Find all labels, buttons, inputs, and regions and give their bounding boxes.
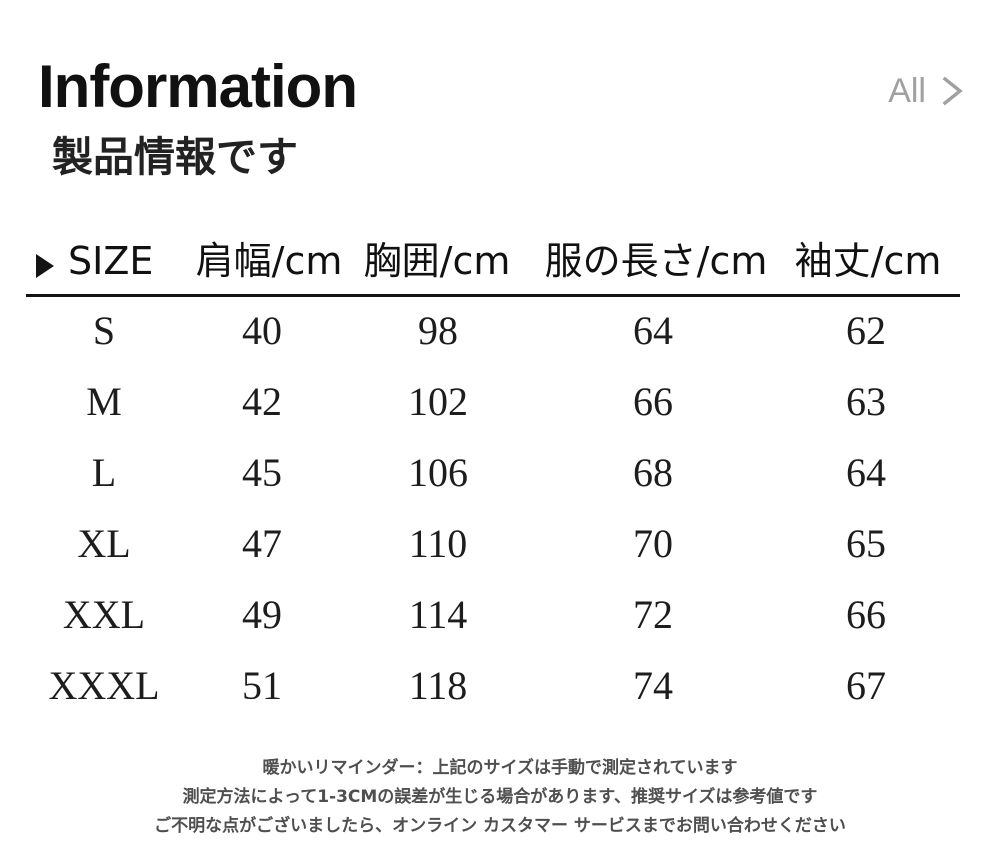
cell-shoulder: 47 [242,521,282,566]
header-divider [26,294,960,297]
chevron-right-icon [940,75,966,107]
note-line: 測定方法によって1-3CMの誤差が生じる場合があります、推奨サイズは参考値です [182,787,818,807]
cell-sleeve: 64 [846,450,886,495]
cell-sleeve: 66 [846,592,886,637]
cell-shoulder: 49 [242,592,282,637]
cell-chest: 102 [408,379,468,424]
cell-length: 66 [633,379,673,424]
measurement-notes: 暖かいリマインダー：上記のサイズは手動で測定されています 測定方法によって1-3… [0,754,1000,841]
cell-length: 72 [633,592,673,637]
size-table-body: S 40 98 64 62 M 42 102 66 63 L 45 106 68… [0,302,1000,728]
cell-length: 68 [633,450,673,495]
page-subtitle: 製品情報です [52,133,298,181]
cell-chest: 114 [408,592,468,637]
cell-sleeve: 65 [846,521,886,566]
cell-sleeve: 67 [846,663,886,708]
cell-chest: 118 [408,663,468,708]
table-row: L 45 106 68 64 [0,444,1000,515]
cell-length: 74 [633,663,673,708]
page-title: Information [38,53,358,120]
cell-shoulder: 40 [242,308,282,353]
cell-sleeve: 62 [846,308,886,353]
cell-sleeve: 63 [846,379,886,424]
column-header-length: 服の長さ/cm [544,239,768,283]
table-row: M 42 102 66 63 [0,373,1000,444]
cell-length: 64 [633,308,673,353]
cell-size: XXL [62,592,146,637]
note-line: ご不明な点がございましたら、オンライン カスタマー サービスまでお問い合わせくだ… [154,816,846,836]
view-all-link[interactable]: All [888,74,966,108]
panel-header: Information 製品情報です All [0,0,1000,200]
cell-shoulder: 51 [242,663,282,708]
cell-shoulder: 45 [242,450,282,495]
cell-chest: 110 [408,521,468,566]
cell-chest: 98 [418,308,458,353]
cell-size: S [92,308,116,353]
table-row: S 40 98 64 62 [0,302,1000,373]
column-header-size: SIZE [68,239,154,283]
column-header-chest: 胸囲/cm [363,239,511,283]
view-all-label: All [888,72,926,110]
size-table-header-row: SIZE 肩幅/cm 胸囲/cm 服の長さ/cm 袖丈/cm [0,236,1000,297]
cell-size: M [86,379,122,424]
cell-length: 70 [633,521,673,566]
cell-shoulder: 42 [242,379,282,424]
column-header-sleeve: 袖丈/cm [794,239,942,283]
caret-right-icon [36,254,54,278]
size-table: SIZE 肩幅/cm 胸囲/cm 服の長さ/cm 袖丈/cm S 40 98 6… [0,236,1000,708]
cell-size: XXXL [48,663,160,708]
table-row: XXL 49 114 72 66 [0,586,1000,657]
cell-size: XL [77,521,131,566]
note-line: 暖かいリマインダー：上記のサイズは手動で測定されています [262,758,738,778]
table-row: XXXL 51 118 74 67 [0,657,1000,728]
column-header-shoulder: 肩幅/cm [195,239,343,283]
table-row: XL 47 110 70 65 [0,515,1000,586]
cell-size: L [91,450,117,495]
cell-chest: 106 [408,450,468,495]
